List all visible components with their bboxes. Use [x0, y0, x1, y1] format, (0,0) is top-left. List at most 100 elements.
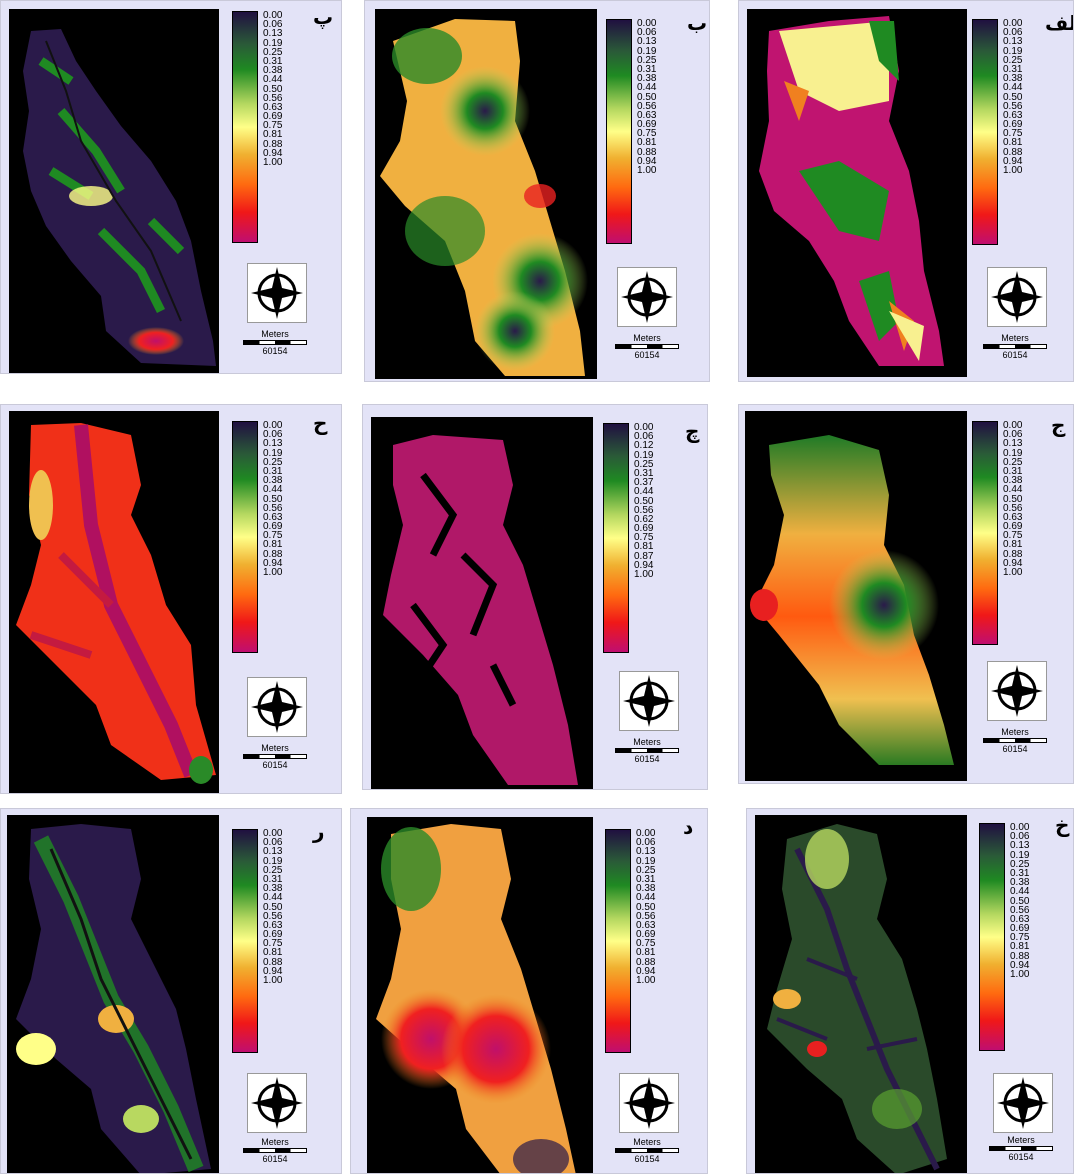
legend-tick-label: 0.75 [1003, 530, 1023, 542]
legend-tick-label: 0.19 [636, 855, 656, 867]
legend-tick-label: 0.38 [637, 73, 657, 85]
legend-tick-label: 0.75 [634, 532, 654, 544]
scale-bar: Meters 60154 [977, 727, 1053, 754]
legend-tick-label: 0.44 [634, 486, 654, 498]
legend-tick-label: 0.81 [1003, 137, 1023, 149]
panel-letter: خ [1055, 813, 1070, 837]
map-panel-jim: 0.00 0.06 0.13 0.19 0.25 0.31 0.38 0.44 0.50 0.56… [738, 404, 1074, 784]
legend-tick-label: 0.38 [263, 475, 283, 487]
color-ramp [232, 829, 258, 1053]
legend-tick-label: 0.81 [636, 947, 656, 959]
legend-tick-label: 0.69 [263, 929, 283, 941]
legend-tick-label: 0.94 [263, 965, 283, 977]
legend-tick-label: 0.69 [263, 111, 283, 123]
map-panel-be: 0.00 0.06 0.13 0.19 0.25 0.31 0.38 0.44 0.50 0.56… [364, 0, 710, 382]
legend-tick-label: 0.31 [263, 465, 283, 477]
legend-tick-label: 0.44 [637, 82, 657, 94]
legend-tick-label: 0.00 [1010, 822, 1030, 833]
legend-tick-label: 1.00 [263, 567, 283, 578]
scale-unit: Meters [261, 743, 289, 753]
legend-tick-label: 0.13 [637, 36, 657, 48]
legend-tick-label: 0.06 [636, 837, 656, 849]
scale-unit: Meters [261, 329, 289, 339]
legend-tick-label: 0.63 [263, 101, 283, 113]
legend-tick-label: 0.25 [636, 864, 656, 876]
map-panel-khe: 0.00 0.06 0.13 0.19 0.25 0.31 0.38 0.44 0.50 0.56… [746, 808, 1074, 1174]
scale-value: 60154 [1002, 744, 1028, 754]
legend-tick-label: 0.63 [1010, 913, 1030, 925]
color-ramp [606, 19, 632, 244]
legend-tick-label: 0.25 [1003, 456, 1023, 468]
legend-tick-label: 0.44 [263, 892, 283, 904]
scale-value: 60154 [634, 350, 660, 360]
scale-value: 60154 [1008, 1152, 1034, 1162]
legend-tick-label: 0.00 [637, 18, 657, 29]
legend-tick-label: 0.94 [263, 147, 283, 159]
legend-tick-label: 0.69 [636, 929, 656, 941]
legend-tick-label: 1.00 [1003, 165, 1023, 176]
raster-map [9, 411, 219, 793]
map-panel-pe: 0.00 0.06 0.13 0.19 0.25 0.31 0.38 0.44 0.50 0.56… [0, 0, 342, 374]
legend-tick-label: 0.31 [263, 55, 283, 67]
legend-tick-label: 0.56 [1010, 904, 1030, 916]
scale-bar: Meters 60154 [237, 743, 313, 770]
raster-map [375, 9, 597, 379]
panel-letter: ح [313, 411, 328, 435]
legend-tick-label: 0.75 [1010, 932, 1030, 944]
legend-tick-label: 0.31 [263, 873, 283, 885]
raster-map [367, 817, 593, 1173]
legend-tick-label: 0.81 [263, 129, 283, 141]
legend-tick-label: 0.38 [1003, 475, 1023, 487]
legend-tick-label: 0.63 [1003, 511, 1023, 523]
legend-tick-label: 0.13 [263, 846, 283, 858]
raster-map [9, 9, 219, 373]
legend-tick-label: 0.31 [634, 467, 654, 479]
legend-tick-label: 1.00 [1003, 567, 1023, 578]
legend-tick-label: 0.63 [1003, 109, 1023, 121]
compass-rose-icon [247, 263, 307, 323]
legend-tick-label: 0.19 [263, 447, 283, 459]
legend-tick-label: 0.44 [1010, 886, 1030, 898]
legend-tick-label: 0.00 [263, 828, 283, 839]
panel-letter: پ [313, 5, 334, 29]
scale-bar: Meters 60154 [609, 737, 685, 764]
legend-tick-label: 0.19 [263, 855, 283, 867]
legend-tick-label: 0.56 [263, 910, 283, 922]
legend-tick-label: 1.00 [637, 165, 657, 176]
legend-tick-label: 0.88 [263, 956, 283, 968]
legend-tick-label: 0.94 [634, 559, 654, 571]
legend-tick-label: 0.44 [1003, 484, 1023, 496]
map-panel-re: 0.00 0.06 0.13 0.19 0.25 0.31 0.38 0.44 0.50 0.56… [0, 808, 342, 1174]
legend-tick-label: 0.69 [1010, 923, 1030, 935]
color-ramp [605, 829, 631, 1053]
scale-unit: Meters [633, 737, 661, 747]
legend-tick-label: 0.38 [263, 65, 283, 77]
scale-bar: Meters 60154 [609, 333, 685, 360]
legend-tick-label: 0.44 [636, 892, 656, 904]
panel-letter: ر [313, 819, 325, 843]
legend-tick-label: 0.00 [263, 10, 283, 21]
legend-tick-label: 0.25 [1003, 54, 1023, 66]
legend-tick-label: 0.50 [1010, 895, 1030, 907]
legend-tick-label: 0.75 [263, 530, 283, 542]
legend-tick-label: 0.94 [1003, 557, 1023, 569]
legend-tick-label: 0.13 [1003, 36, 1023, 48]
legend-tick-label: 0.94 [1010, 959, 1030, 971]
legend-tick-label: 0.81 [1010, 941, 1030, 953]
raster-map [371, 417, 593, 789]
legend-ticks: 0.00 0.06 0.13 0.19 0.25 0.31 0.38 0.44 0.50 0.56… [263, 420, 283, 578]
legend-tick-label: 0.50 [263, 901, 283, 913]
legend-tick-label: 0.63 [263, 919, 283, 931]
panel-letter: چ [685, 419, 700, 443]
legend-tick-label: 0.44 [1003, 82, 1023, 94]
legend-tick-label: 0.56 [1003, 100, 1023, 112]
color-ramp [603, 423, 629, 653]
legend-tick-label: 0.13 [263, 438, 283, 450]
scale-unit: Meters [1001, 333, 1029, 343]
scale-unit: Meters [261, 1137, 289, 1147]
legend-tick-label: 0.06 [634, 431, 654, 443]
legend-tick-label: 0.56 [1003, 502, 1023, 514]
legend-tick-label: 0.31 [1010, 867, 1030, 879]
legend-tick-label: 0.88 [263, 548, 283, 560]
legend-tick-label: 0.94 [637, 155, 657, 167]
